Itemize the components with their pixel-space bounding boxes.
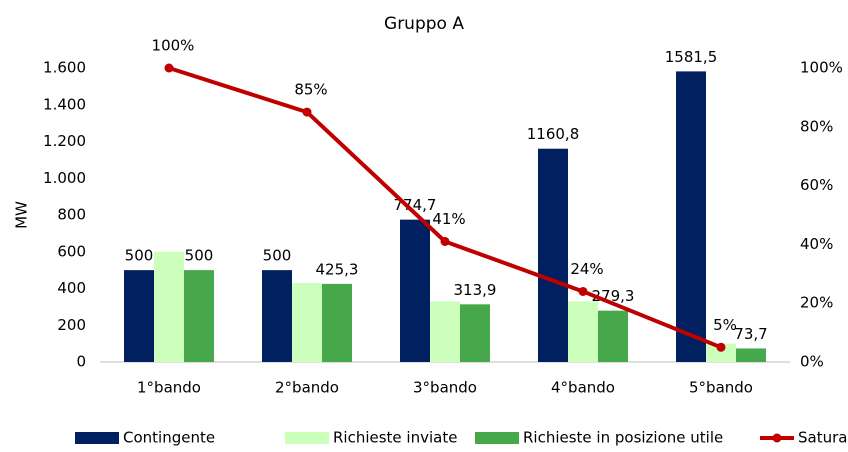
bar [598,310,628,362]
bar [568,301,598,362]
legend-label: Contingente [123,429,215,447]
legend-point [772,433,782,443]
y2-tick-label: 60% [800,176,833,194]
y-tick-label: 200 [57,316,86,334]
x-tick-label: 2°bando [275,379,339,397]
y2-tick-label: 20% [800,294,833,312]
data-label: 500 [263,247,292,265]
data-label: 500 [125,247,154,265]
line-point [716,342,726,352]
data-label: 313,9 [454,281,497,299]
x-tick-label: 3°bando [413,379,477,397]
y-tick-label: 1.200 [43,132,86,150]
y-tick-label: 1.400 [43,95,86,113]
data-label: 1581,5 [665,48,718,66]
line-point [440,236,450,246]
data-label: 100% [152,37,195,55]
x-tick-label: 1°bando [137,379,201,397]
legend-label: Richieste in posizione utile [523,429,723,447]
bar [124,270,154,362]
x-tick-label: 4°bando [551,379,615,397]
data-label: 73,7 [734,325,767,343]
line-point [578,286,588,296]
data-label: 500 [185,247,214,265]
data-label: 5% [713,316,737,334]
legend-label: Richieste inviate [333,429,457,447]
bar [262,270,292,362]
x-tick-label: 5°bando [689,379,753,397]
line-point [164,63,174,73]
y2-tick-label: 80% [800,117,833,135]
legend-swatch [475,432,519,444]
data-label: 85% [294,81,327,99]
chart-title: Gruppo A [384,14,464,34]
y-tick-label: 600 [57,242,86,260]
y2-tick-label: 100% [800,59,843,77]
y2-tick-label: 40% [800,235,833,253]
legend-swatch [285,432,329,444]
bar [460,304,490,362]
bar [538,148,568,362]
bar [292,282,322,362]
bar [430,301,460,362]
bar [322,283,352,362]
bar [400,219,430,362]
y-tick-label: 400 [57,279,86,297]
data-label: 1160,8 [527,125,580,143]
y-tick-label: 1.000 [43,169,86,187]
line-point [302,107,312,117]
bar [736,348,766,362]
y-tick-label: 800 [57,206,86,224]
data-label: 425,3 [316,260,359,278]
legend-label: Saturazione [798,429,848,447]
data-label: 24% [570,260,603,278]
legend-swatch [75,432,119,444]
y-tick-label: 1.600 [43,59,86,77]
y2-tick-label: 0% [800,353,824,371]
y-tick-label: 0 [76,353,86,371]
bar [154,251,184,362]
y-axis-label: MW [13,201,31,229]
data-label: 41% [432,210,465,228]
bar [706,343,736,362]
bar [676,71,706,362]
bar [184,270,214,362]
